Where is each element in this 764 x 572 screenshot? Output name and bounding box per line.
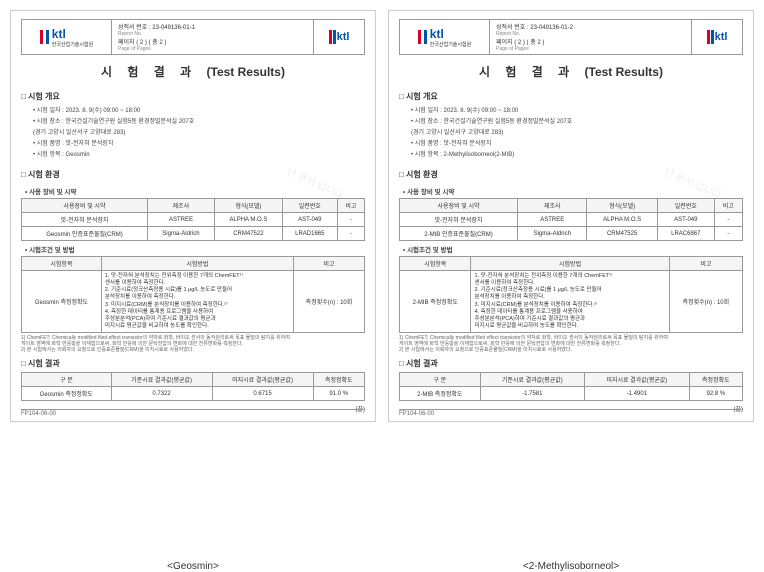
sec-overview: □ 시험 개요	[399, 91, 743, 102]
method-table: 시험항목 시험방법 비고 Geosmin 측정정확도 1. 맛-전자혀 분석장치…	[21, 256, 365, 333]
title-en: (Test Results)	[207, 65, 285, 79]
report-geosmin: ktl 한국산업기술시험원 성적서 번호 : 23-049136-01-1 Re…	[10, 10, 376, 422]
table-row: 2-MIB 인증표준물질(CRM) Sigma-Aldrich CRM47525…	[400, 227, 743, 241]
footer-code: FP104-06-00	[21, 409, 365, 417]
overview-item: • 시험 일자 : 2023. 8. 9(수) 09:00 ~ 18:00	[411, 105, 743, 114]
ktl-logo-right: ktl	[314, 30, 364, 44]
table-row: 맛-전자혀 분석장치 ASTREE ALPHA M.O.S AST-049 -	[22, 213, 365, 227]
ktl-text: ktl	[430, 27, 444, 41]
ktl-logo-right: ktl	[692, 30, 742, 44]
overview-item: (경기 고양시 일산서구 고양대로 283)	[411, 127, 743, 136]
result-table: 구 분 기준시료 결과값(평균값) 미지시료 결과값(평균값) 측정정확도 2-…	[399, 372, 743, 401]
title: 시 험 결 과 (Test Results)	[21, 63, 365, 80]
sec-env: □ 시험 환경	[21, 169, 365, 180]
overview-item: • 시험 품명 : 맛-전자혀 분석장치	[33, 138, 365, 147]
footer-code: FP104-06-00	[399, 409, 743, 417]
overview-item: • 시험 일자 : 2023. 8. 9(수) 09:00 ~ 18:00	[33, 105, 365, 114]
overview-item: • 시험 항목 : 2-Methylisoborneol(2-MIB)	[411, 149, 743, 158]
overview-item: • 시험 장소 : 한국건설기술연구원 실험5동 환경정밀분석실 207호	[411, 116, 743, 125]
page-sub: Page of Pages	[118, 46, 307, 52]
overview-item: • 시험 품명 : 맛-전자혀 분석장치	[411, 138, 743, 147]
table-row: Geosmin 측정정확도 1. 맛-전자혀 분석장치는 전위측정 이용한 7개…	[22, 271, 365, 333]
table-row: 2-MIB 측정정확도 -1.7581 -1.4901 92.8 %	[400, 387, 743, 401]
table-row: 맛-전자혀 분석장치 ASTREE ALPHA M.O.S AST-049 -	[400, 213, 743, 227]
sub-method: • 시험조건 및 방법	[403, 244, 743, 254]
method-table: 시험항목 시험방법 비고 2-MIB 측정정확도 1. 맛-전자혀 분석장치는 …	[399, 256, 743, 333]
title-kr: 시 험 결 과	[479, 65, 575, 79]
footnote: 1) ChemFET: Chemically modified filed ef…	[399, 335, 743, 353]
report-meta: 성적서 번호 : 23-049136-01-1 Report No. 페이지 (…	[112, 20, 314, 54]
table-row: Geosmin 측정정확도 0.7322 0.6715 91.0 %	[22, 387, 365, 401]
method-steps: 1. 맛-전자혀 분석장치는 전위측정 이용한 7개의 ChemFET¹⁾ 센서…	[101, 271, 293, 333]
sec-overview: □ 시험 개요	[21, 91, 365, 102]
title: 시 험 결 과 (Test Results)	[399, 63, 743, 80]
ktl-text: ktl	[52, 27, 66, 41]
page-sub: Page of Pages	[496, 46, 685, 52]
header-box: ktl 한국산업기술시험원 성적서 번호 : 23-049136-01-2 Re…	[399, 19, 743, 55]
equip-table: 사용장비 및 시약 제조사 형식(모델) 일련번호 비고 맛-전자혀 분석장치 …	[21, 198, 365, 241]
header-box: ktl 한국산업기술시험원 성적서 번호 : 23-049136-01-1 Re…	[21, 19, 365, 55]
overview-item: (경기 고양시 일산서구 고양대로 283)	[33, 127, 365, 136]
table-row: Geosmin 인증표준물질(CRM) Sigma-Aldrich CRM475…	[22, 227, 365, 241]
result-table: 구 분 기준시료 결과값(평균값) 미지시료 결과값(평균값) 측정정확도 Ge…	[21, 372, 365, 401]
sec-result: □ 시험 결과	[21, 358, 365, 369]
overview-list: • 시험 일자 : 2023. 8. 9(수) 09:00 ~ 18:00 • …	[21, 105, 365, 160]
sub-equip: • 사용 장비 및 시약	[403, 186, 743, 196]
equip-table: 사용장비 및 시약 제조사 형식(모델) 일련번호 비고 맛-전자혀 분석장치 …	[399, 198, 743, 241]
ktl-kr: 한국산업기술시험원	[430, 41, 471, 48]
sec-env: □ 시험 환경	[399, 169, 743, 180]
overview-item: • 시험 장소 : 한국건설기술연구원 실험5동 환경정밀분석실 207호	[33, 116, 365, 125]
caption-2mib: <2-Methylisoborneol>	[388, 561, 754, 572]
report-meta: 성적서 번호 : 23-049136-01-2 Report No. 페이지 (…	[490, 20, 692, 54]
report-2mib: ktl 한국산업기술시험원 성적서 번호 : 23-049136-01-2 Re…	[388, 10, 754, 422]
ktl-logo-left: ktl 한국산업기술시험원	[22, 20, 112, 54]
th: 사용장비 및 시약	[22, 199, 148, 213]
sub-equip: • 사용 장비 및 시약	[25, 186, 365, 196]
report-no: 성적서 번호 : 23-049136-01-1	[118, 22, 307, 31]
sec-result: □ 시험 결과	[399, 358, 743, 369]
ktl-logo-left: ktl 한국산업기술시험원	[400, 20, 490, 54]
overview-list: • 시험 일자 : 2023. 8. 9(수) 09:00 ~ 18:00 • …	[399, 105, 743, 160]
page-info: 페이지 ( 2 ) ( 총 2 )	[496, 37, 685, 46]
footnote: 1) ChemFET: Chemically modified filed ef…	[21, 335, 365, 353]
report-no: 성적서 번호 : 23-049136-01-2	[496, 22, 685, 31]
sub-method: • 시험조건 및 방법	[25, 244, 365, 254]
ktl-kr: 한국산업기술시험원	[52, 41, 93, 48]
title-kr: 시 험 결 과	[101, 65, 197, 79]
th: 제조사	[147, 199, 214, 213]
th: 형식(모델)	[214, 199, 282, 213]
page-info: 페이지 ( 2 ) ( 총 2 )	[118, 37, 307, 46]
title-en: (Test Results)	[585, 65, 663, 79]
th: 일련번호	[282, 199, 337, 213]
method-steps: 1. 맛-전자혀 분석장치는 전위측정 이용한 7개의 ChemFET¹⁾ 센서…	[471, 271, 669, 333]
table-row: 2-MIB 측정정확도 1. 맛-전자혀 분석장치는 전위측정 이용한 7개의 …	[400, 271, 743, 333]
overview-item: • 시험 항목 : Geosmin	[33, 149, 365, 158]
th: 비고	[337, 199, 364, 213]
caption-geosmin: <Geosmin>	[10, 561, 376, 572]
